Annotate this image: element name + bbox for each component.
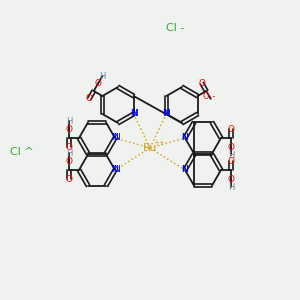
Text: O: O (95, 79, 102, 88)
Text: O -: O - (203, 92, 215, 101)
Text: O: O (65, 124, 73, 134)
Text: N: N (112, 166, 119, 175)
Text: N: N (163, 110, 170, 118)
Text: N: N (181, 166, 188, 175)
Text: H: H (228, 182, 234, 191)
Text: N: N (112, 134, 119, 142)
Text: N: N (112, 134, 118, 142)
Text: H: H (66, 116, 72, 125)
Text: H: H (99, 72, 105, 81)
Text: N: N (162, 110, 169, 118)
Text: N: N (131, 110, 138, 118)
Text: N: N (112, 166, 118, 175)
Text: O: O (198, 79, 205, 88)
Text: O: O (227, 157, 235, 166)
Text: O: O (86, 94, 93, 103)
Text: N: N (181, 134, 188, 142)
Text: Ru: Ru (143, 143, 157, 153)
Text: H: H (66, 148, 72, 158)
Text: N: N (182, 166, 188, 175)
Text: O: O (227, 142, 235, 152)
Text: O: O (65, 157, 73, 166)
Text: N: N (130, 110, 137, 118)
Text: ++: ++ (153, 140, 165, 146)
Text: Cl ^: Cl ^ (10, 147, 34, 157)
Text: O: O (65, 142, 73, 152)
Text: O: O (65, 175, 73, 184)
Text: H: H (228, 151, 234, 160)
Text: N: N (182, 134, 188, 142)
Text: O: O (227, 175, 235, 184)
Text: O: O (227, 124, 235, 134)
Text: Cl -: Cl - (166, 23, 184, 33)
